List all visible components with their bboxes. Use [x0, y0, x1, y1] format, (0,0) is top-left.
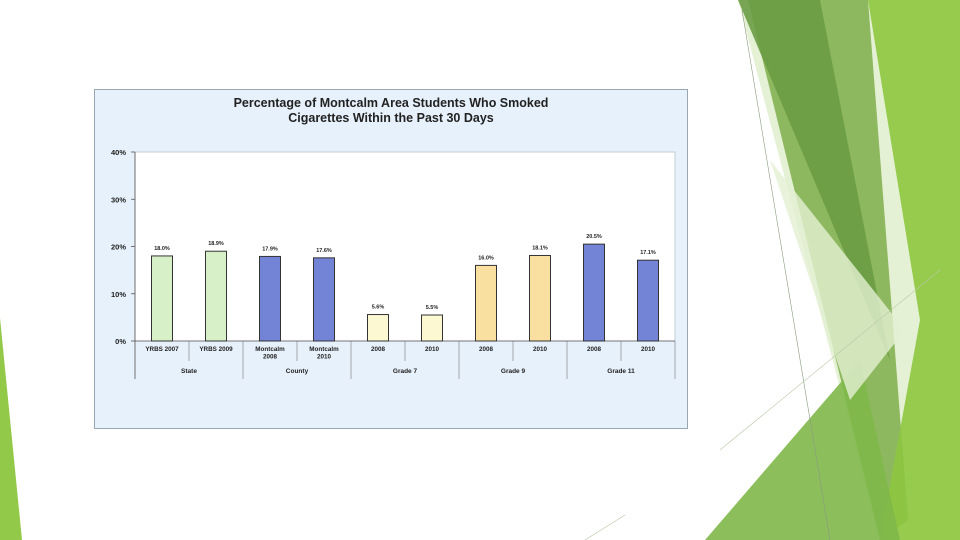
bar-value-label: 5.5%	[426, 305, 439, 311]
x-group-label: State	[181, 368, 197, 375]
x-tick-label: 2008	[371, 346, 386, 353]
chart-title: Percentage of Montcalm Area Students Who…	[95, 96, 687, 126]
bar	[583, 243, 605, 342]
bar	[205, 250, 227, 342]
x-tick-label: 2008	[263, 354, 278, 361]
bar	[313, 257, 335, 342]
x-group-label: County	[286, 368, 309, 375]
chart-title-line-1: Percentage of Montcalm Area Students Who…	[233, 96, 549, 110]
bar-value-label: 18.0%	[154, 246, 170, 252]
left-accent-shape	[0, 318, 22, 540]
bar	[151, 255, 173, 342]
x-tick-label: 2010	[425, 346, 440, 353]
bar-value-label: 5.6%	[372, 305, 385, 311]
right-accent-pale	[770, 160, 905, 400]
x-tick-label: Montcalm	[309, 346, 339, 353]
x-tick-label: 2010	[317, 354, 332, 361]
bar	[475, 264, 497, 342]
right-accent-bright	[868, 0, 960, 540]
x-tick-label: 2010	[533, 346, 548, 353]
chart-title-line-2: Cigarettes Within the Past 30 Days	[288, 111, 494, 125]
thin-line-c	[584, 514, 626, 540]
bar	[421, 314, 443, 342]
thin-line-a	[741, 9, 831, 540]
x-group-label: Grade 11	[607, 368, 635, 375]
x-tick-label: YRBS 2007	[145, 346, 179, 353]
bar	[529, 254, 551, 342]
x-group-label: Grade 7	[393, 368, 418, 375]
bar-value-label: 18.1%	[532, 245, 548, 251]
y-tick-label: 0%	[115, 337, 126, 346]
bar-value-label: 20.5%	[586, 234, 602, 240]
thin-line-b	[719, 269, 941, 451]
x-tick-label: 2008	[479, 346, 494, 353]
y-tick-label: 10%	[111, 290, 126, 299]
bar-value-label: 18.9%	[208, 241, 224, 247]
x-tick-label: 2010	[641, 346, 656, 353]
bar-value-label: 17.6%	[316, 248, 332, 254]
y-tick-label: 30%	[111, 195, 126, 204]
y-tick-label: 20%	[111, 243, 126, 252]
bar-chart: 0% 10% 20% 30% 40% 18.0% YRBS 2007 18.9% YRBS 20…	[111, 148, 676, 379]
bar-value-label: 17.1%	[640, 250, 656, 256]
bar	[367, 314, 389, 342]
bar-value-label: 16.0%	[478, 255, 494, 261]
right-accent-lower	[705, 360, 900, 540]
bar	[637, 259, 659, 342]
y-tick-label: 40%	[111, 148, 126, 157]
chart-frame: Percentage of Montcalm Area Students Who…	[94, 89, 688, 429]
bar-value-label: 17.9%	[262, 246, 278, 252]
x-tick-label: Montcalm	[255, 346, 285, 353]
x-tick-label: 2008	[587, 346, 602, 353]
x-tick-label: YRBS 2009	[199, 346, 233, 353]
x-group-label: Grade 9	[501, 368, 526, 375]
bar	[259, 255, 281, 342]
